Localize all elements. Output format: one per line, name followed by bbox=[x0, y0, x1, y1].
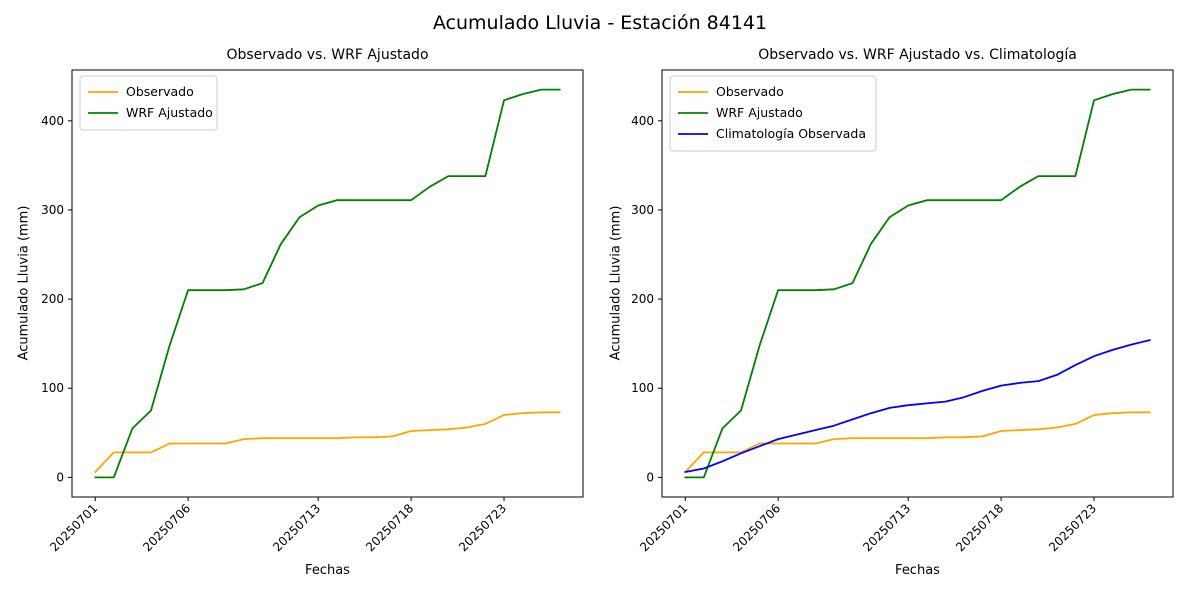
figure-title: Acumulado Lluvia - Estación 84141 bbox=[432, 12, 768, 34]
legend-label-climatolog-a-observada: Climatología Observada bbox=[716, 126, 866, 141]
line-observado bbox=[684, 411, 1151, 473]
x-tick-label: 20250723 bbox=[1046, 501, 1099, 554]
chart-observado-vs-wrf: 0 100 200 300 400 20250701 20250706 20250713 202… bbox=[41, 69, 584, 554]
legend-label-observado: Observado bbox=[126, 84, 194, 99]
x-tick-label: 20250718 bbox=[363, 501, 416, 554]
y-tick-label: 300 bbox=[41, 203, 64, 217]
axes-frame bbox=[661, 69, 1174, 498]
y-tick-label: 400 bbox=[631, 114, 654, 128]
x-tick-label: 20250718 bbox=[953, 501, 1006, 554]
axes-frame bbox=[71, 69, 584, 498]
line-observado bbox=[94, 411, 561, 473]
legend-box bbox=[79, 75, 218, 131]
y-tick-label: 200 bbox=[631, 292, 654, 306]
y-tick-label: 300 bbox=[631, 203, 654, 217]
x-axis-label-left: Fechas bbox=[305, 563, 350, 578]
line-wrf-ajustado bbox=[94, 88, 561, 479]
x-tick-label: 20250713 bbox=[270, 501, 323, 554]
x-axis-label-right: Fechas bbox=[895, 563, 940, 578]
legend-label-wrf-ajustado: WRF Ajustado bbox=[126, 105, 213, 120]
legend-label-wrf-ajustado: WRF Ajustado bbox=[716, 105, 803, 120]
line-climatolog-a-observada bbox=[684, 339, 1151, 473]
line-wrf-ajustado bbox=[684, 88, 1151, 479]
y-tick-label: 100 bbox=[631, 381, 654, 395]
x-tick-label: 20250706 bbox=[730, 501, 783, 554]
x-tick-label: 20250713 bbox=[860, 501, 913, 554]
legend: Observado WRF Ajustado Climatología Observ… bbox=[669, 75, 877, 152]
subplot-title-left: Observado vs. WRF Ajustado bbox=[226, 47, 429, 63]
x-tick-label: 20250701 bbox=[47, 501, 100, 554]
y-tick-label: 200 bbox=[41, 292, 64, 306]
y-tick-label: 400 bbox=[41, 114, 64, 128]
legend: Observado WRF Ajustado bbox=[79, 75, 218, 131]
subplot-title-right: Observado vs. WRF Ajustado vs. Climatolo… bbox=[758, 47, 1077, 63]
x-tick-label: 20250706 bbox=[140, 501, 193, 554]
legend-label-observado: Observado bbox=[716, 84, 784, 99]
legend-box bbox=[669, 75, 877, 152]
x-tick-label: 20250701 bbox=[637, 501, 690, 554]
y-tick-label: 0 bbox=[56, 470, 64, 484]
chart-observado-vs-wrf-vs-climatologia: 0 100 200 300 400 20250701 20250706 20250713 202… bbox=[631, 69, 1174, 554]
x-tick-label: 20250723 bbox=[456, 501, 509, 554]
y-tick-label: 0 bbox=[646, 470, 654, 484]
y-tick-label: 100 bbox=[41, 381, 64, 395]
